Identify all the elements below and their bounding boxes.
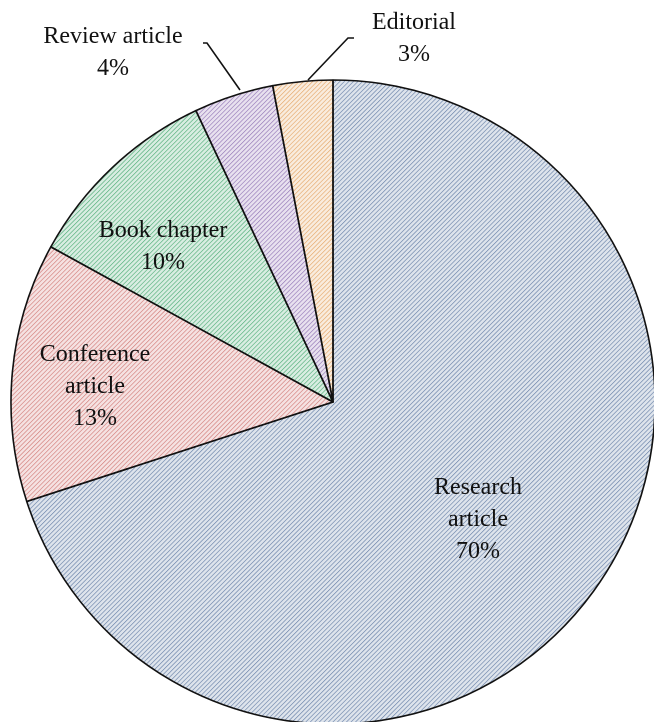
value-label: 70%	[456, 538, 500, 564]
category-label: Conference article	[39, 341, 151, 399]
pie-slice	[10, 246, 334, 503]
pie-slice	[50, 109, 334, 403]
leader-line	[203, 42, 241, 91]
slice-label: Research article 70%	[418, 471, 538, 567]
slice-label: Book chapter 10%	[68, 214, 258, 278]
slice-label: Conference article 13%	[20, 338, 170, 434]
value-label: 4%	[97, 55, 129, 81]
category-label: Editorial	[372, 9, 456, 35]
value-label: 3%	[398, 41, 430, 67]
slice-label: Editorial 3%	[344, 6, 484, 70]
category-label: Review article	[43, 23, 183, 49]
category-label: Book chapter	[98, 217, 228, 243]
category-label: Research article	[434, 474, 522, 532]
leader-line	[307, 37, 354, 81]
value-label: 10%	[141, 249, 185, 275]
pie-slice	[25, 79, 654, 722]
value-label: 13%	[73, 405, 117, 431]
slice-label: Review article 4%	[13, 20, 213, 84]
pie-slice	[271, 79, 334, 403]
